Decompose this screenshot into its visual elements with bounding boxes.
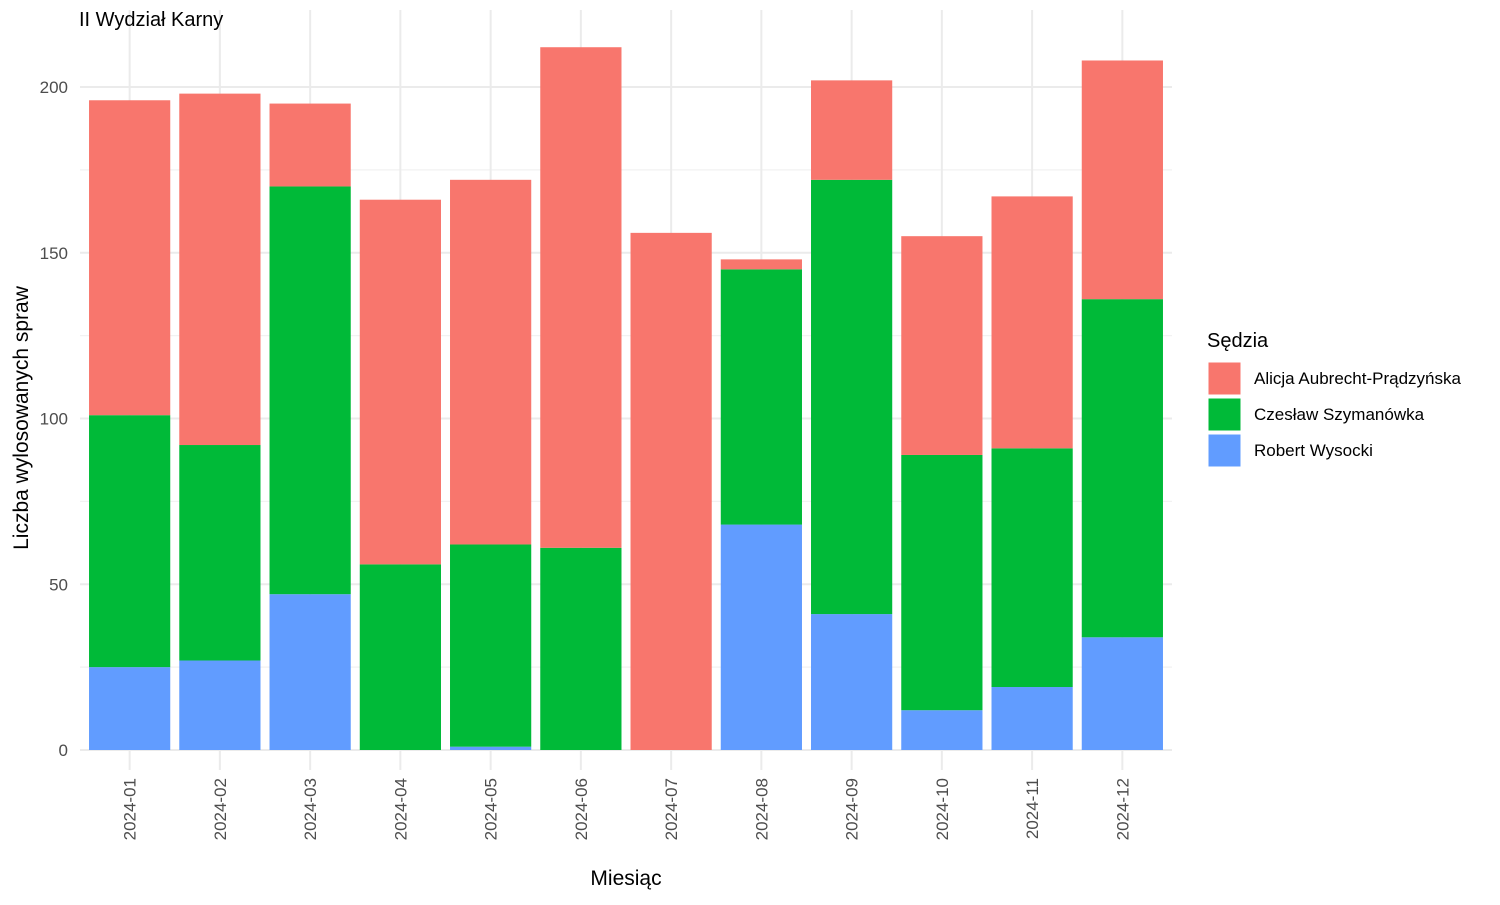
- chart-title: II Wydział Karny: [79, 9, 223, 31]
- bar-czes-aw-szymano-wka-2024-08: [720, 269, 802, 525]
- bar-czes-aw-szymano-wka-2024-10: [901, 454, 983, 711]
- bar-alicja-aubrecht-pra-dzyn-ska-2024-01: [89, 100, 171, 416]
- bar-czes-aw-szymano-wka-2024-05: [450, 544, 532, 747]
- x-tick-label: 2024-10: [933, 778, 952, 840]
- bars: [89, 47, 1163, 751]
- x-tick-label: 2024-07: [662, 778, 681, 840]
- bar-alicja-aubrecht-pra-dzyn-ska-2024-10: [901, 236, 983, 455]
- x-tick-label: 2024-11: [1023, 778, 1042, 839]
- bar-alicja-aubrecht-pra-dzyn-ska-2024-03: [269, 103, 351, 187]
- legend-title: Sędzia: [1207, 330, 1269, 352]
- bar-robert-wysocki-2024-09: [811, 614, 893, 750]
- bar-czes-aw-szymano-wka-2024-06: [540, 547, 622, 750]
- bar-robert-wysocki-2024-08: [720, 524, 802, 750]
- legend-key: [1207, 361, 1242, 396]
- x-tick-label: 2024-01: [121, 778, 140, 840]
- x-tick-label: 2024-03: [301, 778, 320, 840]
- bar-czes-aw-szymano-wka-2024-01: [89, 415, 171, 668]
- bar-robert-wysocki-2024-05: [450, 746, 532, 750]
- legend-key: [1207, 397, 1242, 432]
- x-tick-label: 2024-04: [391, 778, 410, 840]
- bar-czes-aw-szymano-wka-2024-11: [991, 448, 1073, 688]
- y-tick-labels: 0 50 100 150 200: [40, 78, 68, 760]
- bar-czes-aw-szymano-wka-2024-03: [269, 186, 351, 595]
- y-tick-label: 200: [40, 78, 68, 97]
- bar-robert-wysocki-2024-10: [901, 710, 983, 750]
- bar-alicja-aubrecht-pra-dzyn-ska-2024-04: [359, 199, 441, 565]
- x-tick-label: 2024-08: [752, 778, 771, 840]
- y-tick-label: 50: [49, 575, 68, 594]
- legend-label: Alicja Aubrecht-Prądzyńska: [1254, 369, 1461, 388]
- bar-alicja-aubrecht-pra-dzyn-ska-2024-07: [630, 232, 712, 751]
- x-tick-label: 2024-12: [1113, 778, 1132, 840]
- x-tick-label: 2024-09: [843, 778, 862, 840]
- y-axis-label: Liczba wylosowanych spraw: [10, 285, 33, 550]
- bar-alicja-aubrecht-pra-dzyn-ska-2024-02: [179, 93, 261, 446]
- bar-alicja-aubrecht-pra-dzyn-ska-2024-08: [720, 259, 802, 270]
- bar-alicja-aubrecht-pra-dzyn-ska-2024-05: [450, 179, 532, 545]
- x-tick-label: 2024-05: [482, 778, 501, 840]
- legend-label: Robert Wysocki: [1254, 441, 1373, 460]
- bar-alicja-aubrecht-pra-dzyn-ska-2024-06: [540, 47, 622, 548]
- y-tick-label: 100: [40, 410, 68, 429]
- bar-alicja-aubrecht-pra-dzyn-ska-2024-11: [991, 196, 1073, 449]
- bar-czes-aw-szymano-wka-2024-02: [179, 445, 261, 661]
- bar-czes-aw-szymano-wka-2024-09: [811, 179, 893, 615]
- grid-minor: [80, 169, 1172, 668]
- y-tick-label: 0: [59, 741, 68, 760]
- bar-robert-wysocki-2024-02: [179, 660, 261, 750]
- bar-robert-wysocki-2024-11: [991, 687, 1073, 750]
- x-tick-labels: 2024-01 2024-02 2024-03 2024-04 2024-05 2024-…: [121, 778, 1133, 840]
- bar-robert-wysocki-2024-03: [269, 594, 351, 750]
- legend: Sędzia Alicja Aubrecht-Prądzyńska Czesław…: [1207, 330, 1461, 468]
- bar-czes-aw-szymano-wka-2024-04: [359, 564, 441, 750]
- bar-alicja-aubrecht-pra-dzyn-ska-2024-09: [811, 80, 893, 180]
- y-tick-label: 150: [40, 244, 68, 263]
- bar-robert-wysocki-2024-12: [1081, 637, 1163, 750]
- x-tick-label: 2024-02: [211, 778, 230, 840]
- x-tick-label: 2024-06: [572, 778, 591, 840]
- bar-czes-aw-szymano-wka-2024-12: [1081, 299, 1163, 638]
- x-axis-label: Miesiąc: [590, 867, 661, 890]
- legend-key: [1207, 433, 1242, 468]
- bar-robert-wysocki-2024-01: [89, 667, 171, 750]
- legend-label: Czesław Szymanówka: [1254, 405, 1425, 424]
- bar-alicja-aubrecht-pra-dzyn-ska-2024-12: [1081, 60, 1163, 300]
